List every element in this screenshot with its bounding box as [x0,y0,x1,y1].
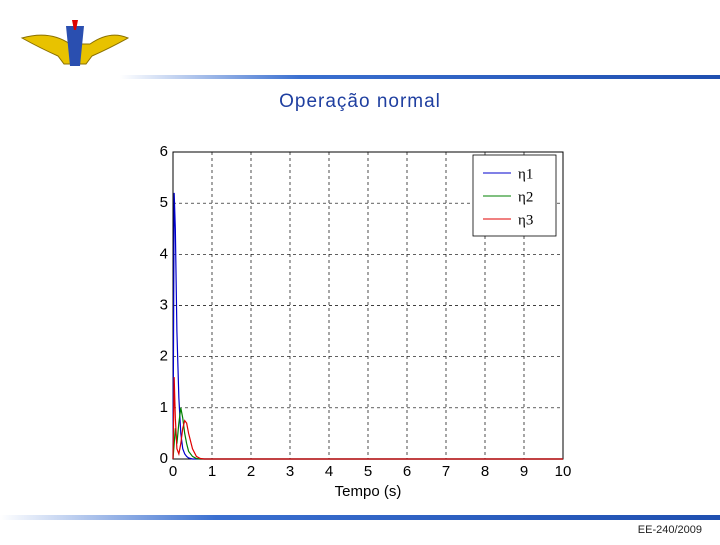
x-tick-label: 1 [208,463,216,480]
footer: EE-240/2009 [638,524,702,536]
legend-label: η1 [518,166,533,182]
x-tick-label: 10 [555,463,572,480]
logo [20,20,130,66]
header-bar [120,75,720,79]
x-tick-label: 2 [247,463,255,480]
y-tick-label: 3 [160,296,168,313]
x-tick-label: 5 [364,463,372,480]
x-tick-label: 8 [481,463,489,480]
legend-label: η3 [518,212,533,228]
footer-bar [0,515,720,520]
slide-title: Operação normal [279,91,441,112]
x-tick-label: 0 [169,463,177,480]
x-axis-label: Tempo (s) [335,483,402,500]
y-tick-label: 4 [160,245,168,262]
y-tick-label: 5 [160,194,168,211]
legend-label: η2 [518,189,533,205]
data-line [172,377,563,460]
y-tick-label: 0 [160,450,168,467]
x-tick-label: 4 [325,463,333,480]
x-tick-label: 7 [442,463,450,480]
y-tick-label: 2 [160,348,168,365]
y-tick-label: 1 [160,399,168,416]
x-tick-label: 9 [520,463,528,480]
x-tick-label: 3 [286,463,294,480]
y-tick-label: 6 [160,143,168,160]
x-tick-label: 6 [403,463,411,480]
